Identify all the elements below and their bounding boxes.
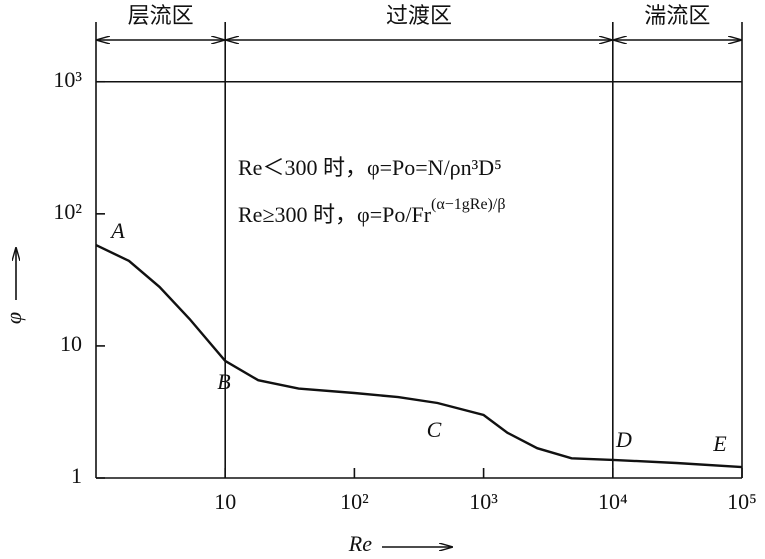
y-tick-label: 10 [60, 331, 82, 356]
x-tick-label: 10⁴ [598, 489, 628, 514]
x-tick-label: 10² [340, 489, 369, 514]
region-label: 层流区 [128, 3, 194, 28]
y-tick-label: 10³ [53, 67, 82, 92]
x-tick-label: 10 [214, 489, 236, 514]
x-tick-label: 10⁵ [727, 489, 757, 514]
y-tick-label: 10² [53, 199, 82, 224]
point-label: B [217, 369, 230, 394]
y-axis-label: φ [1, 312, 26, 324]
point-label: C [427, 417, 442, 442]
y-tick-label: 1 [71, 463, 82, 488]
formula-part: Re≥300 时，φ=Po/Fr [238, 202, 432, 227]
x-tick-label: 10³ [469, 489, 498, 514]
region-label: 湍流区 [644, 3, 710, 28]
region-label: 过渡区 [386, 3, 452, 28]
formula: Re＜300 时，φ=Po=N/ρn³D⁵ [238, 155, 502, 180]
formula-exponent: (α−1gRe)/β [431, 196, 505, 213]
point-label: D [615, 427, 632, 452]
x-axis-label: Re [348, 531, 372, 556]
point-label: A [109, 218, 125, 243]
point-label: E [712, 431, 727, 456]
formula: Re≥300 时，φ=Po/Fr(α−1gRe)/β [238, 196, 505, 227]
curve [95, 244, 743, 469]
